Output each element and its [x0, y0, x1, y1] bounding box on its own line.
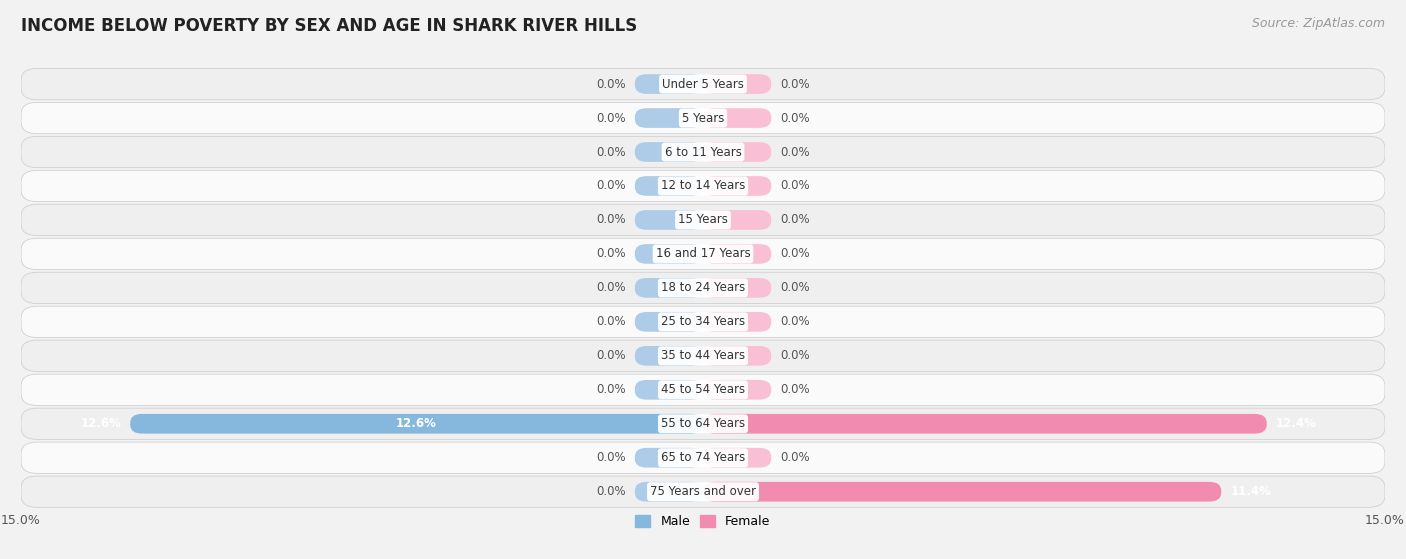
FancyBboxPatch shape	[703, 74, 772, 94]
Text: Source: ZipAtlas.com: Source: ZipAtlas.com	[1251, 17, 1385, 30]
Text: 18 to 24 Years: 18 to 24 Years	[661, 281, 745, 295]
Text: 0.0%: 0.0%	[780, 315, 810, 328]
Text: 55 to 64 Years: 55 to 64 Years	[661, 417, 745, 430]
FancyBboxPatch shape	[21, 408, 1385, 439]
FancyBboxPatch shape	[703, 176, 772, 196]
Text: 0.0%: 0.0%	[596, 214, 626, 226]
Text: 11.4%: 11.4%	[1230, 485, 1271, 498]
FancyBboxPatch shape	[703, 414, 1267, 434]
FancyBboxPatch shape	[636, 346, 703, 366]
Text: 0.0%: 0.0%	[780, 248, 810, 260]
FancyBboxPatch shape	[636, 244, 703, 264]
FancyBboxPatch shape	[21, 272, 1385, 304]
Text: 0.0%: 0.0%	[596, 112, 626, 125]
FancyBboxPatch shape	[703, 108, 772, 128]
Text: 12 to 14 Years: 12 to 14 Years	[661, 179, 745, 192]
FancyBboxPatch shape	[703, 210, 772, 230]
FancyBboxPatch shape	[703, 278, 772, 298]
Text: 25 to 34 Years: 25 to 34 Years	[661, 315, 745, 328]
Text: 15 Years: 15 Years	[678, 214, 728, 226]
FancyBboxPatch shape	[636, 74, 703, 94]
FancyBboxPatch shape	[703, 142, 772, 162]
FancyBboxPatch shape	[21, 136, 1385, 168]
FancyBboxPatch shape	[21, 374, 1385, 405]
FancyBboxPatch shape	[636, 448, 703, 467]
FancyBboxPatch shape	[703, 380, 772, 400]
Legend: Male, Female: Male, Female	[630, 510, 776, 533]
FancyBboxPatch shape	[636, 176, 703, 196]
FancyBboxPatch shape	[703, 482, 1222, 501]
FancyBboxPatch shape	[636, 142, 703, 162]
Text: 12.6%: 12.6%	[80, 417, 121, 430]
Text: 65 to 74 Years: 65 to 74 Years	[661, 451, 745, 464]
FancyBboxPatch shape	[21, 340, 1385, 371]
Text: 0.0%: 0.0%	[780, 179, 810, 192]
Text: 0.0%: 0.0%	[780, 214, 810, 226]
Text: 0.0%: 0.0%	[596, 451, 626, 464]
Text: 0.0%: 0.0%	[596, 145, 626, 159]
Text: 0.0%: 0.0%	[596, 383, 626, 396]
FancyBboxPatch shape	[703, 244, 772, 264]
Text: 35 to 44 Years: 35 to 44 Years	[661, 349, 745, 362]
Text: 45 to 54 Years: 45 to 54 Years	[661, 383, 745, 396]
FancyBboxPatch shape	[636, 108, 703, 128]
Text: 0.0%: 0.0%	[780, 383, 810, 396]
Text: 0.0%: 0.0%	[596, 349, 626, 362]
FancyBboxPatch shape	[21, 238, 1385, 269]
FancyBboxPatch shape	[21, 68, 1385, 100]
Text: 0.0%: 0.0%	[596, 315, 626, 328]
Text: Under 5 Years: Under 5 Years	[662, 78, 744, 91]
Text: INCOME BELOW POVERTY BY SEX AND AGE IN SHARK RIVER HILLS: INCOME BELOW POVERTY BY SEX AND AGE IN S…	[21, 17, 637, 35]
Text: 12.6%: 12.6%	[396, 417, 437, 430]
Text: 75 Years and over: 75 Years and over	[650, 485, 756, 498]
Text: 0.0%: 0.0%	[780, 78, 810, 91]
Text: 6 to 11 Years: 6 to 11 Years	[665, 145, 741, 159]
FancyBboxPatch shape	[636, 482, 703, 501]
FancyBboxPatch shape	[636, 312, 703, 331]
FancyBboxPatch shape	[636, 380, 703, 400]
Text: 0.0%: 0.0%	[780, 145, 810, 159]
Text: 0.0%: 0.0%	[596, 281, 626, 295]
Text: 16 and 17 Years: 16 and 17 Years	[655, 248, 751, 260]
Text: 0.0%: 0.0%	[780, 349, 810, 362]
FancyBboxPatch shape	[21, 102, 1385, 134]
Text: 0.0%: 0.0%	[780, 112, 810, 125]
FancyBboxPatch shape	[21, 442, 1385, 473]
FancyBboxPatch shape	[636, 210, 703, 230]
FancyBboxPatch shape	[21, 476, 1385, 508]
Text: 5 Years: 5 Years	[682, 112, 724, 125]
Text: 0.0%: 0.0%	[596, 248, 626, 260]
FancyBboxPatch shape	[21, 170, 1385, 202]
Text: 0.0%: 0.0%	[596, 179, 626, 192]
Text: 0.0%: 0.0%	[780, 451, 810, 464]
FancyBboxPatch shape	[636, 278, 703, 298]
Text: 0.0%: 0.0%	[596, 78, 626, 91]
Text: 0.0%: 0.0%	[780, 281, 810, 295]
FancyBboxPatch shape	[703, 448, 772, 467]
FancyBboxPatch shape	[21, 306, 1385, 338]
Text: 12.4%: 12.4%	[1275, 417, 1316, 430]
FancyBboxPatch shape	[21, 205, 1385, 235]
Text: 0.0%: 0.0%	[596, 485, 626, 498]
FancyBboxPatch shape	[703, 312, 772, 331]
FancyBboxPatch shape	[703, 346, 772, 366]
FancyBboxPatch shape	[131, 414, 703, 434]
